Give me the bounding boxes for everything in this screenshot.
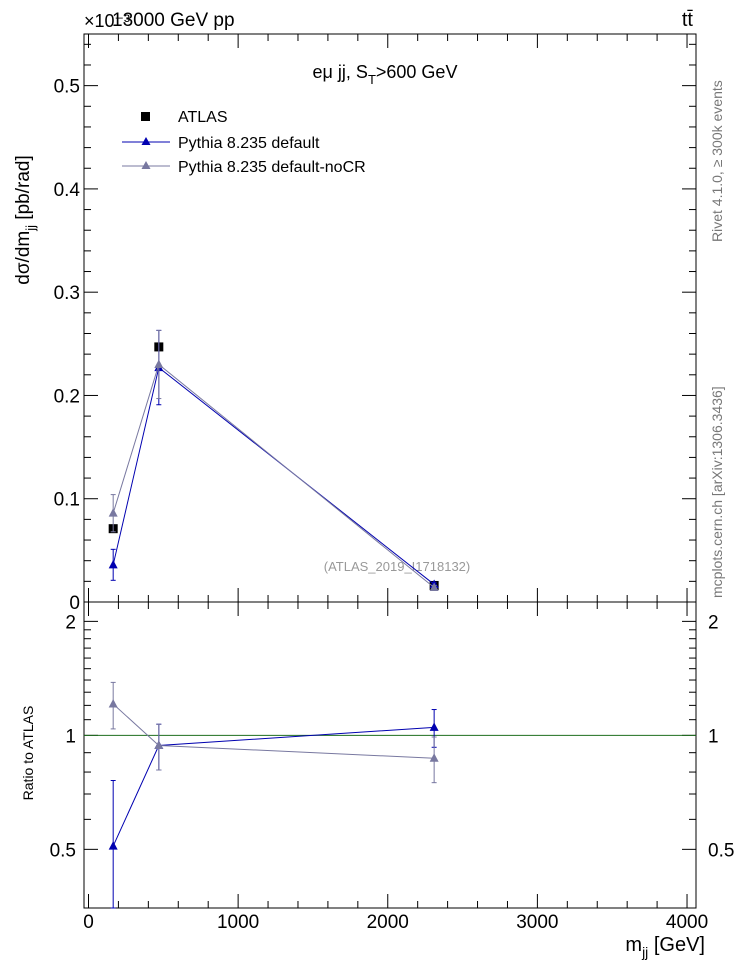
main-plot-frame (83, 33, 697, 603)
legend-label-pythia-default: Pythia 8.235 default (178, 135, 320, 152)
legend: ATLAS Pythia 8.235 default Pythia 8.235 … (122, 109, 366, 176)
x-axis-label: mjj [GeV] (625, 934, 705, 960)
x-tick-label: 0 (83, 912, 94, 933)
mcplots-label: mcplots.cern.ch [arXiv:1306.3436] (709, 386, 725, 598)
legend-entry-pythia-default: Pythia 8.235 default (122, 135, 320, 152)
ratio-point-pythia-8-235-default-nocr (108, 699, 118, 708)
series-line-pythia-8-235-default (112, 366, 435, 585)
main-ytick-label: 0.1 (54, 490, 80, 511)
data-point-pythia-8-235-default-nocr (154, 359, 164, 368)
ratio-line-pythia-8-235-default-nocr (112, 703, 435, 759)
main-y-axis-label: dσ/dmjj [pb/rad] (13, 155, 38, 284)
legend-marker-atlas (141, 112, 150, 121)
analysis-label: (ATLAS_2019_I1718132) (324, 559, 470, 574)
main-ytick-label: 0 (69, 593, 80, 614)
ratio-ytick-label-left: 2 (65, 612, 76, 633)
exponent-marker: ×10⁻³ (84, 11, 130, 31)
data-point-pythia-8-235-default-nocr (429, 582, 439, 592)
process-label: 13000 GeV pp (112, 10, 235, 31)
ratio-point-pythia-8-235-default (429, 722, 439, 731)
x-tick-label: 4000 (666, 912, 708, 933)
main-ytick-label: 0.2 (54, 386, 80, 407)
ratio-point-pythia-8-235-default-nocr (429, 753, 439, 762)
ratio-ytick-label-right: 0.5 (708, 840, 734, 861)
ratio-ytick-label-right: 1 (708, 726, 719, 747)
main-ytick-label: 0.3 (54, 283, 80, 304)
main-ytick-label: 0.5 (54, 77, 80, 98)
legend-marker-pythia-default (141, 137, 151, 145)
data-point-pythia-8-235-default (108, 559, 118, 569)
x-tick-label: 2000 (367, 912, 409, 933)
legend-label-atlas: ATLAS (178, 109, 228, 126)
ratio-point-pythia-8-235-default (108, 841, 118, 850)
ratio-point-pythia-8-235-default-nocr (154, 740, 164, 750)
rivet-label: Rivet 4.1.0, ≥ 300k events (709, 80, 725, 242)
legend-label-pythia-nocr: Pythia 8.235 default-noCR (178, 159, 366, 176)
ratio-y-axis-label: Ratio to ATLAS (20, 706, 36, 801)
legend-entry-atlas: ATLAS (141, 109, 228, 126)
x-tick-label: 3000 (516, 912, 558, 933)
ratio-panel: Ratio to ATLAS 0 1000 2000 3000 4000 0.5 0.5 1 1… (20, 601, 734, 933)
ratio-line-pythia-8-235-default (112, 726, 435, 847)
main-panel: eμ jj, ST>600 GeV dσ/dmjj [pb/rad] (ATLA… (13, 33, 697, 614)
ratio-ytick-label-right: 2 (708, 612, 719, 633)
top-right-label: tt̄ (682, 9, 694, 31)
main-ytick-label: 0.4 (54, 180, 81, 201)
main-title: eμ jj, ST>600 GeV (313, 62, 458, 87)
series-line-pythia-8-235-default-nocr (112, 363, 435, 588)
ratio-ytick-label-left: 0.5 (50, 840, 76, 861)
x-tick-label: 1000 (217, 912, 259, 933)
ratio-ytick-label-left: 1 (65, 726, 76, 747)
ratio-plot-frame (83, 601, 697, 909)
legend-entry-pythia-nocr: Pythia 8.235 default-noCR (122, 159, 366, 176)
legend-marker-pythia-nocr (141, 161, 151, 169)
data-point-pythia-8-235-default-nocr (108, 508, 118, 517)
